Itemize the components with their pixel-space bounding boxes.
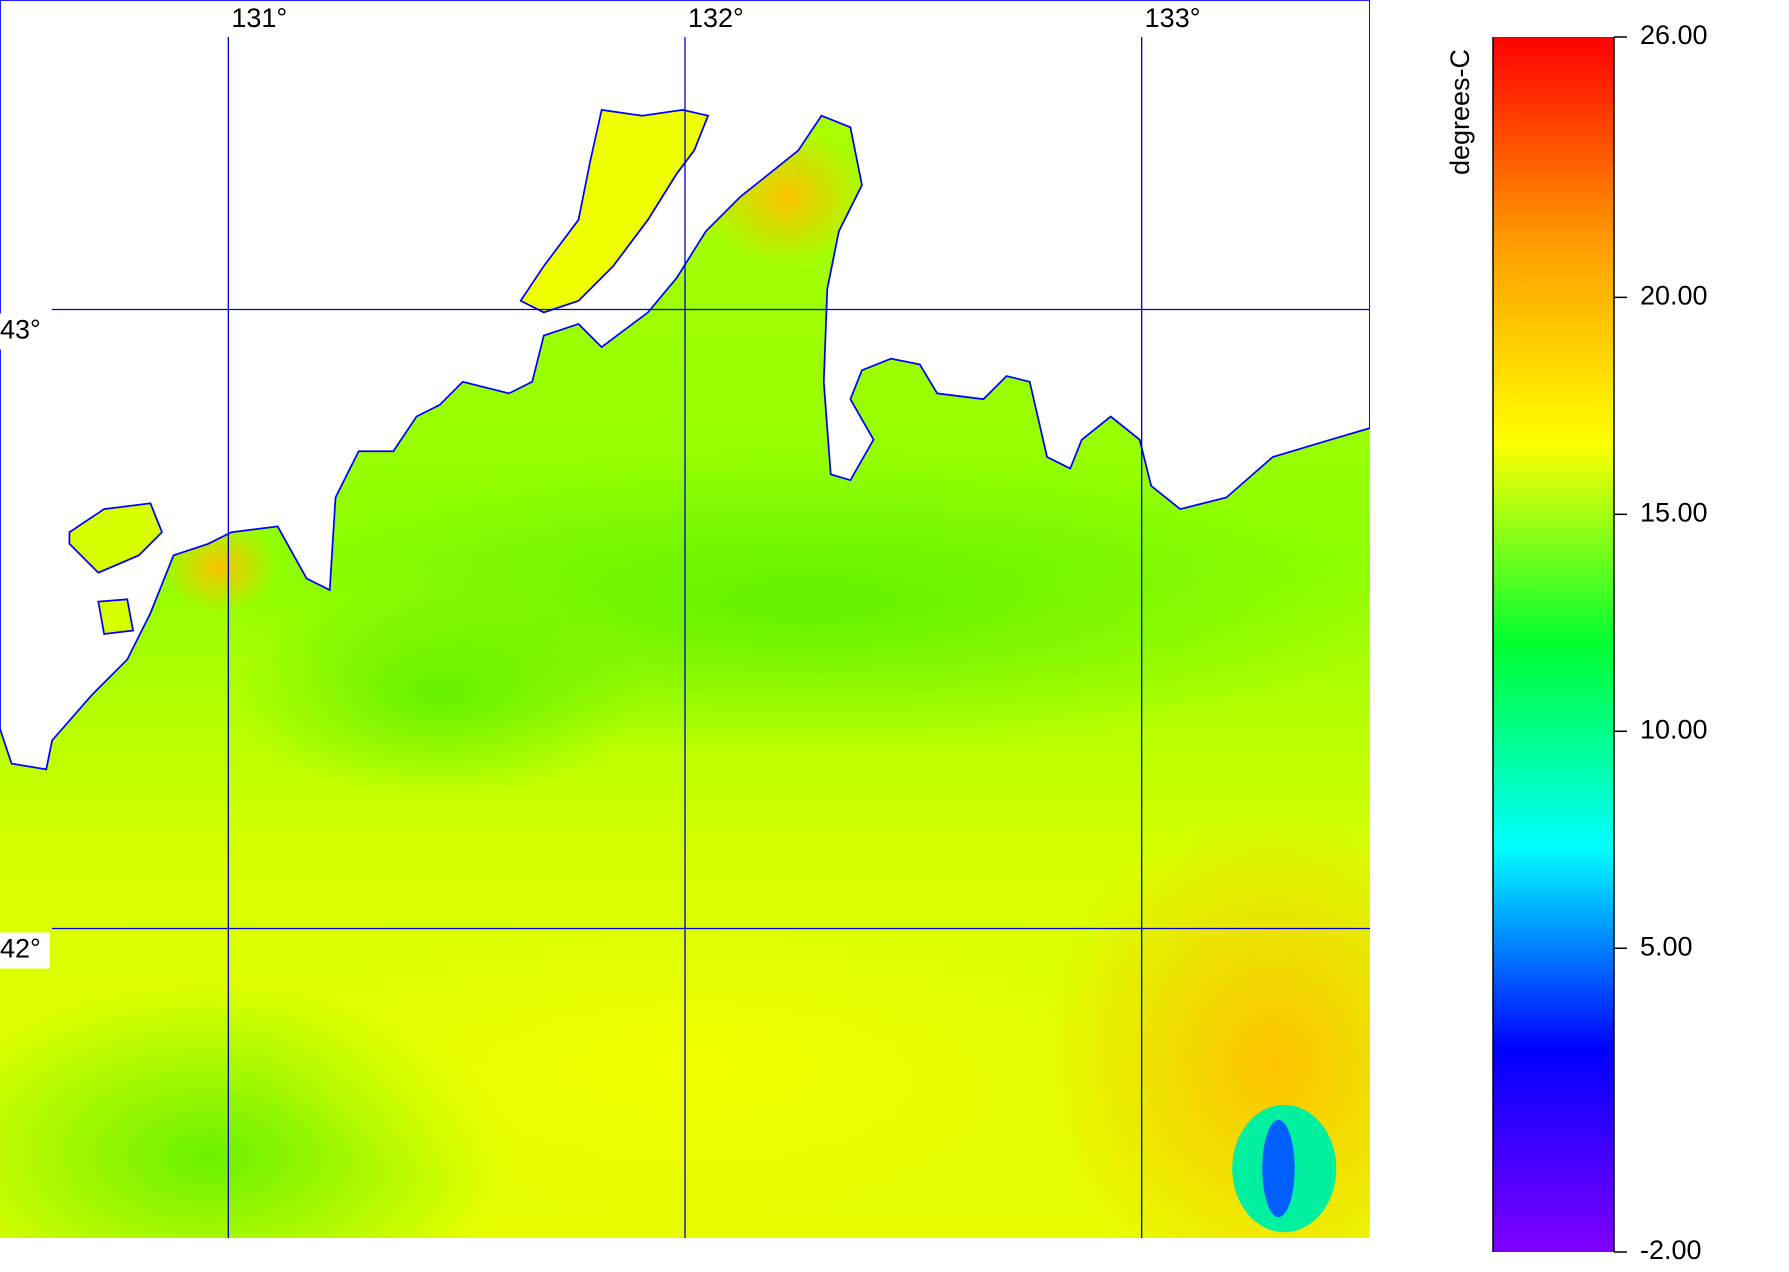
latitude-label-bg bbox=[0, 932, 50, 969]
colorbar bbox=[1493, 37, 1614, 1252]
colorbar-tick-label: 26.00 bbox=[1640, 20, 1708, 50]
colorbar-tick-label: -2.00 bbox=[1640, 1235, 1702, 1265]
colorbar-tick-label: 10.00 bbox=[1640, 714, 1708, 744]
longitude-label: 132° bbox=[688, 3, 744, 33]
graticule bbox=[52, 37, 1370, 1238]
colorbar-tick-label: 20.00 bbox=[1640, 280, 1708, 310]
colorbar-tick-label: 15.00 bbox=[1640, 497, 1708, 527]
colorbar-tick-label: 5.00 bbox=[1640, 931, 1693, 961]
latitude-label: 43° bbox=[0, 315, 41, 345]
colorbar-label: degrees-C bbox=[1445, 49, 1475, 175]
longitude-label: 133° bbox=[1145, 3, 1201, 33]
sea-surface-temperature-map bbox=[0, 0, 1370, 1238]
latitude-label: 42° bbox=[0, 934, 41, 964]
latitude-label-bg bbox=[0, 313, 50, 350]
longitude-label: 131° bbox=[231, 3, 287, 33]
